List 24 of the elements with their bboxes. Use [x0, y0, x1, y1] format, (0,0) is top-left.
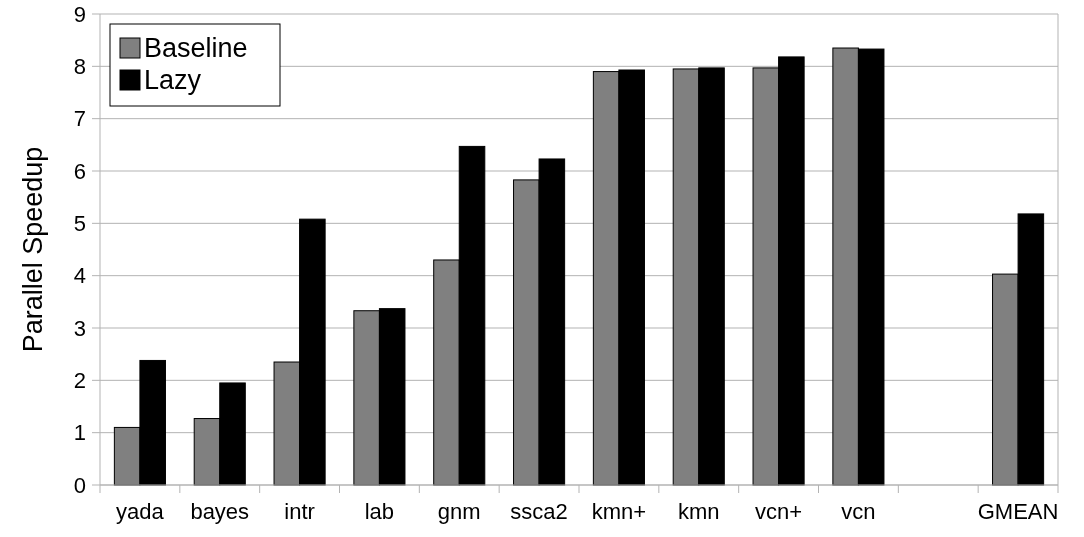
x-tick-label: GMEAN	[977, 499, 1059, 524]
y-tick-label: 6	[73, 158, 86, 184]
x-tick-label: kmn+	[591, 499, 647, 524]
x-tick-label: kmn	[677, 499, 720, 524]
y-tick-label: 2	[73, 368, 86, 394]
legend-label: Baseline	[144, 33, 248, 64]
x-tick-label: vcn	[841, 499, 876, 524]
y-tick-label: 8	[73, 54, 86, 80]
x-tick-label: vcn+	[755, 499, 803, 524]
y-tick-label: 5	[73, 211, 86, 237]
y-tick-label: 3	[73, 315, 86, 341]
x-tick-label: ssca2	[510, 499, 568, 524]
y-tick-label: 4	[73, 263, 86, 289]
y-tick-label: 0	[73, 472, 86, 498]
x-tick-label: bayes	[190, 499, 250, 524]
x-tick-label: yada	[116, 499, 165, 524]
x-tick-label: gnm	[437, 499, 481, 524]
y-tick-label: 7	[73, 106, 86, 132]
y-axis-title: Parallel Speedup	[18, 146, 48, 353]
y-tick-label: 9	[73, 1, 86, 27]
x-tick-label: intr	[284, 499, 315, 524]
y-tick-label: 1	[73, 420, 86, 446]
legend-label: Lazy	[144, 65, 202, 96]
x-tick-label: lab	[364, 499, 395, 524]
